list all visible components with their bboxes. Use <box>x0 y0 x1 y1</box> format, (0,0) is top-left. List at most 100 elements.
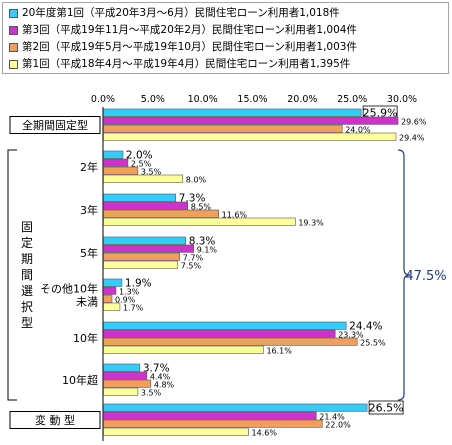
legend-swatch <box>9 60 18 69</box>
bracket-label-char: 定 <box>21 235 33 250</box>
data-label: 9.1% <box>197 246 218 255</box>
bar <box>103 363 141 372</box>
bar <box>103 209 219 218</box>
bar <box>103 217 296 226</box>
bar <box>103 150 124 159</box>
data-label: 2.0% <box>126 150 153 162</box>
category-label: 10年超 <box>62 373 98 387</box>
bar <box>103 294 113 303</box>
chart-legend: 20年度第1回（平成20年3月～6月）民間住宅ローン利用者1,018件第3回（平… <box>2 2 449 74</box>
x-tick-label: 25.0% <box>337 94 367 105</box>
bar <box>103 244 194 253</box>
data-label: 26.5% <box>369 402 404 415</box>
legend-swatch <box>9 43 18 52</box>
bar <box>103 236 187 245</box>
data-label: 16.1% <box>266 347 292 356</box>
data-label: 4.8% <box>154 381 175 390</box>
bar <box>103 302 121 311</box>
data-label: 21.4% <box>319 413 345 422</box>
category-label: 2年 <box>80 160 98 174</box>
bar <box>103 427 249 436</box>
data-label: 1.3% <box>119 288 140 297</box>
bar <box>103 193 177 202</box>
legend-swatch <box>9 9 18 18</box>
bar <box>103 278 123 287</box>
data-label: 14.6% <box>252 429 278 438</box>
data-label: 1.7% <box>123 304 144 313</box>
bar <box>103 411 317 420</box>
category-label: 変 動 型 <box>35 413 75 427</box>
x-tick-label: 20.0% <box>287 94 317 105</box>
bar <box>103 321 347 330</box>
data-label: 23.3% <box>338 331 364 340</box>
bar <box>103 124 343 133</box>
data-label: 25.5% <box>360 339 386 348</box>
category-label: 3年 <box>80 203 98 217</box>
data-label: 7.3% <box>179 193 206 205</box>
data-label: 22.0% <box>325 421 351 430</box>
category-box <box>9 411 101 429</box>
bar <box>103 260 179 269</box>
x-tick-label: 15.0% <box>237 94 267 105</box>
bar <box>103 201 189 210</box>
bar <box>103 286 117 295</box>
bar <box>103 116 399 125</box>
bar <box>103 166 139 175</box>
bar <box>103 158 129 167</box>
bar <box>103 387 139 396</box>
bar <box>103 419 323 428</box>
bar <box>103 252 181 261</box>
bar <box>103 174 184 183</box>
bracket-label-char: 固 <box>21 220 33 234</box>
x-tick-label: 10.0% <box>188 94 218 105</box>
data-label: 7.7% <box>183 254 204 263</box>
category-label: 未満 <box>76 296 98 309</box>
legend-label: 第2回（平成19年5月～平成19年10月）民間住宅ローン利用者1,003件 <box>22 41 357 53</box>
bar <box>103 371 148 380</box>
bracket-label-char: 期 <box>21 252 33 266</box>
data-label: 8.0% <box>186 176 207 185</box>
legend-label: 第1回（平成18年4月～平成19年4月）民間住宅ローン利用者1,395件 <box>22 58 351 70</box>
data-label: 11.6% <box>222 211 248 220</box>
data-label: 4.4% <box>150 373 171 382</box>
x-tick-label: 30.0% <box>387 94 417 105</box>
bar <box>103 108 362 117</box>
bracket-label-char: 選 <box>21 284 33 298</box>
data-label: 29.6% <box>401 118 427 127</box>
bar <box>103 329 336 338</box>
data-label: 29.4% <box>399 134 425 143</box>
data-label: 8.3% <box>189 236 216 248</box>
data-label: 24.0% <box>345 126 371 135</box>
bar <box>103 403 368 412</box>
bracket-label-char: 択 <box>21 300 33 314</box>
data-label: 2.5% <box>131 160 152 169</box>
bracket-label-char: 間 <box>21 268 33 282</box>
data-label: 1.9% <box>125 278 152 290</box>
category-label: その他10年 <box>40 282 98 296</box>
data-label: 8.5% <box>191 203 212 212</box>
x-tick-label: 5.0% <box>141 94 165 105</box>
data-label: 24.4% <box>349 321 382 333</box>
data-label: 25.9% <box>363 107 398 120</box>
bar <box>103 337 358 346</box>
data-label-box <box>368 400 404 415</box>
data-label: 3.5% <box>141 389 162 398</box>
bracket-right <box>397 149 411 401</box>
category-label: 10年 <box>73 331 98 345</box>
data-label: 3.5% <box>141 168 162 177</box>
category-label: 5年 <box>80 246 98 260</box>
data-label: 3.7% <box>143 363 170 375</box>
legend-label: 20年度第1回（平成20年3月～6月）民間住宅ローン利用者1,018件 <box>22 7 340 19</box>
category-label: 全期間固定型 <box>22 118 88 132</box>
bar <box>103 379 152 388</box>
x-tick-label: 0.0% <box>91 94 115 105</box>
bar <box>103 132 397 141</box>
bracket-left <box>7 149 17 401</box>
legend-label: 第3回（平成19年11月～平成20年2月）民間住宅ローン利用者1,004件 <box>22 24 357 36</box>
data-label: 19.3% <box>298 219 324 228</box>
bar <box>103 345 264 354</box>
category-box <box>9 116 101 134</box>
data-label: 7.5% <box>181 262 202 271</box>
data-label: 0.9% <box>115 296 136 305</box>
